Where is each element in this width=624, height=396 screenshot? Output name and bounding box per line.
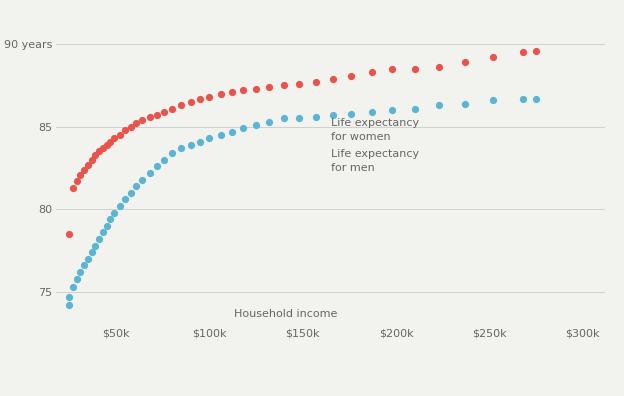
Point <box>227 129 236 135</box>
Point <box>238 87 248 93</box>
Point <box>152 112 162 118</box>
Point <box>72 275 82 282</box>
Point <box>238 125 248 131</box>
Point <box>204 94 214 100</box>
Point <box>531 48 541 54</box>
Point <box>105 216 115 222</box>
Point <box>102 142 112 148</box>
Point <box>410 105 420 112</box>
Point <box>195 95 205 102</box>
Point <box>195 139 205 145</box>
Point <box>388 66 397 72</box>
Point <box>83 162 93 168</box>
Point <box>98 229 108 236</box>
Point <box>328 76 338 82</box>
Point <box>311 79 321 86</box>
Point <box>346 110 356 117</box>
Point <box>167 150 177 156</box>
Point <box>94 236 104 242</box>
Point <box>76 269 85 275</box>
Point <box>160 109 170 115</box>
Point <box>79 262 89 268</box>
Point <box>531 95 541 102</box>
Point <box>120 196 130 202</box>
Point <box>72 178 82 185</box>
Point <box>434 102 444 109</box>
Point <box>461 59 470 65</box>
Point <box>126 124 136 130</box>
Point <box>215 132 225 138</box>
Point <box>311 114 321 120</box>
Point <box>177 102 187 109</box>
Point <box>434 64 444 70</box>
Point <box>79 166 89 173</box>
Point <box>94 148 104 155</box>
Point <box>264 118 274 125</box>
Point <box>367 109 377 115</box>
Point <box>294 115 304 122</box>
Point <box>90 152 100 158</box>
Point <box>132 120 142 127</box>
Point <box>115 132 125 138</box>
Point <box>488 97 498 103</box>
Point <box>294 81 304 87</box>
Point <box>90 242 100 249</box>
Point <box>167 105 177 112</box>
Point <box>126 190 136 196</box>
Point <box>227 89 236 95</box>
Point <box>488 54 498 61</box>
Point <box>83 255 93 262</box>
Point <box>145 170 155 176</box>
Point <box>145 114 155 120</box>
Point <box>68 284 78 290</box>
Point <box>64 231 74 237</box>
Point <box>367 69 377 75</box>
Point <box>518 95 528 102</box>
Point <box>76 171 85 178</box>
Point <box>102 223 112 229</box>
Point <box>109 135 119 141</box>
Point <box>186 99 196 105</box>
Point <box>279 82 289 89</box>
Point <box>346 72 356 79</box>
Point <box>264 84 274 90</box>
Point <box>64 302 74 308</box>
Point <box>388 107 397 113</box>
Point <box>186 142 196 148</box>
Point <box>160 156 170 163</box>
Point <box>137 176 147 183</box>
Point <box>105 139 115 145</box>
Point <box>132 183 142 189</box>
Text: Life expectancy
for women: Life expectancy for women <box>331 118 419 142</box>
Point <box>152 163 162 169</box>
Point <box>251 122 261 128</box>
Point <box>328 112 338 118</box>
Point <box>87 156 97 163</box>
Point <box>279 115 289 122</box>
Point <box>251 86 261 92</box>
Point <box>518 49 528 55</box>
Point <box>177 145 187 151</box>
Point <box>204 135 214 141</box>
Text: Household income: Household income <box>233 309 337 319</box>
Point <box>410 66 420 72</box>
Point <box>115 203 125 209</box>
Point <box>109 209 119 216</box>
Point <box>68 185 78 191</box>
Point <box>98 145 108 151</box>
Point <box>64 330 74 336</box>
Text: Life expectancy
for men: Life expectancy for men <box>331 149 419 173</box>
Point <box>87 249 97 255</box>
Point <box>461 101 470 107</box>
Point <box>64 293 74 300</box>
Point <box>215 91 225 97</box>
Point <box>120 127 130 133</box>
Point <box>137 117 147 123</box>
